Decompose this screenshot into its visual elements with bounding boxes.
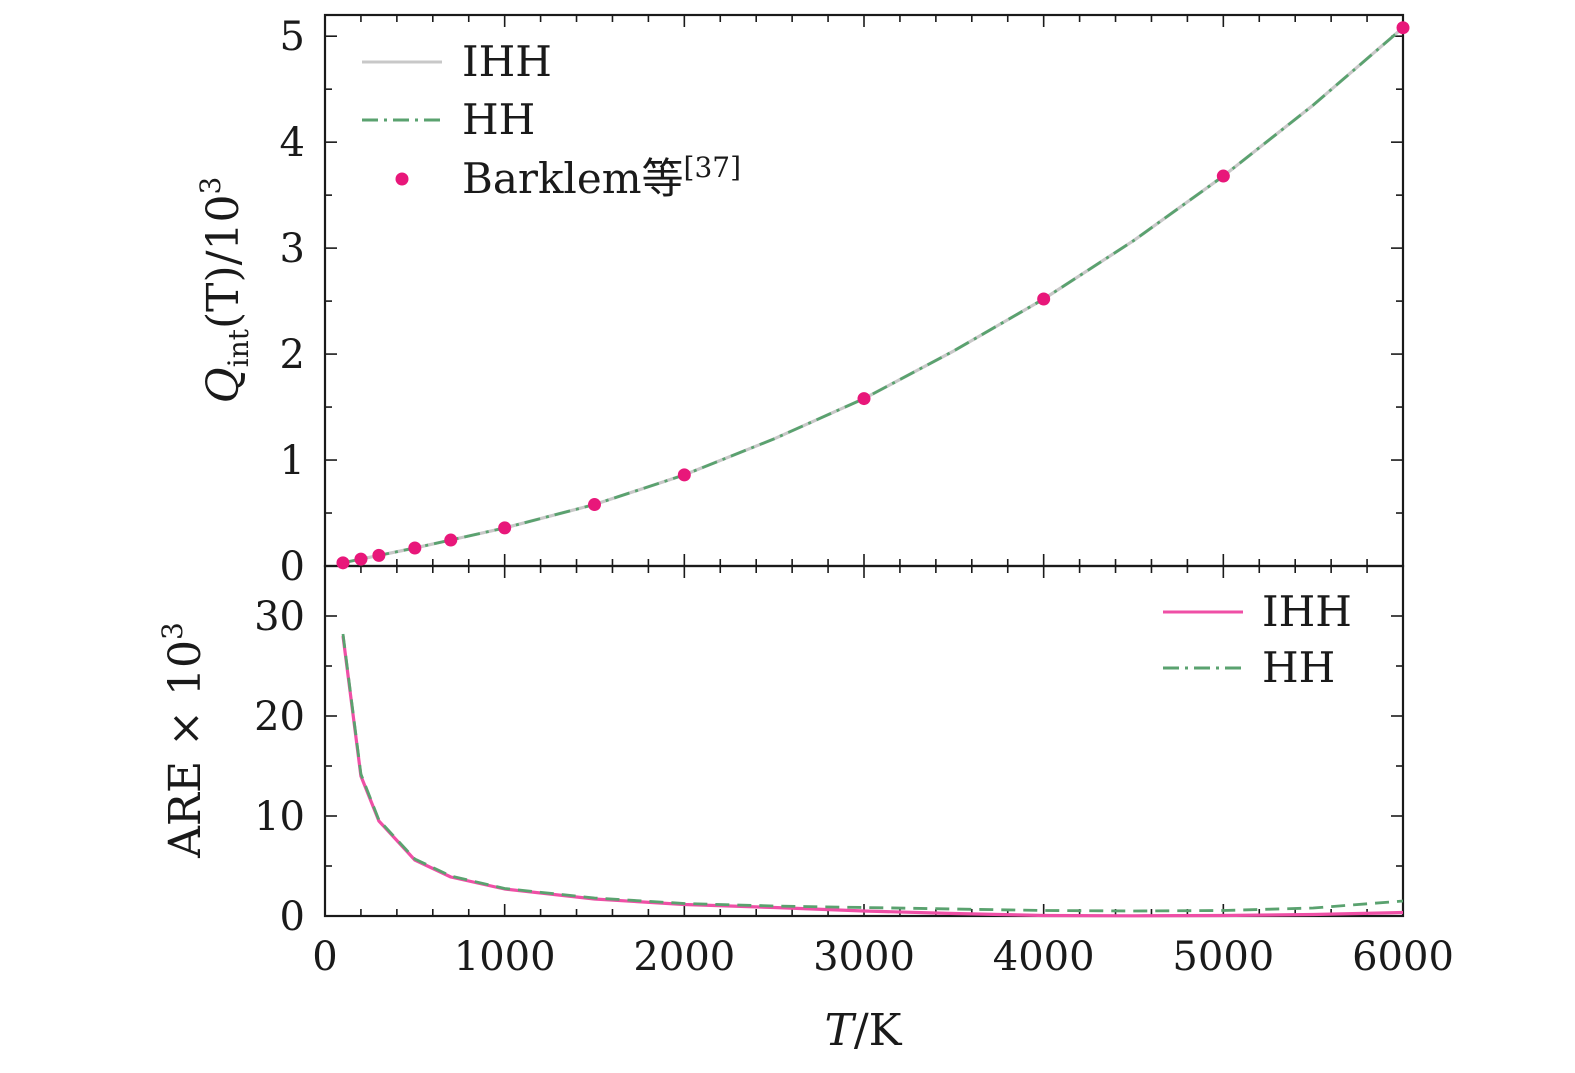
- xtick-label: 3000: [813, 934, 915, 980]
- xtick-label: 6000: [1352, 934, 1454, 980]
- panel-0-ytick-label: 3: [280, 226, 305, 272]
- top-legend: IHH HH Barklem等[37]: [362, 37, 741, 203]
- legend-hh-label: HH: [462, 95, 535, 144]
- legend-ihh-label: IHH: [462, 37, 552, 86]
- xtick-label: 4000: [993, 934, 1095, 980]
- top-ylabel-sub: int: [222, 328, 255, 367]
- panel-1-series-hh-line: [341, 633, 1404, 913]
- bottom-ylabel: ARE × 103: [156, 622, 211, 859]
- xtick-label: 1000: [454, 934, 556, 980]
- legend-barklem-name: Barklem等: [462, 154, 684, 203]
- legend-barklem-label: Barklem等[37]: [462, 151, 741, 203]
- xlabel: T/K: [824, 1005, 902, 1056]
- xtick-label: 2000: [633, 934, 735, 980]
- panel-1-ytick-label: 20: [254, 694, 305, 740]
- panel-0-ytick-label: 0: [280, 544, 305, 590]
- data-series: [336, 21, 1410, 918]
- top-ylabel-sup: 3: [194, 177, 227, 195]
- panel-1-ytick-label: 10: [254, 794, 305, 840]
- xlabel-rest: /K: [854, 1005, 903, 1056]
- top-ylabel: Qint(T)/103: [194, 177, 255, 404]
- bottom-legend: IHH HH: [1163, 587, 1352, 692]
- bottom-ylabel-sup: 3: [156, 622, 189, 640]
- xtick-label: 5000: [1172, 934, 1274, 980]
- panel-1-ytick-label: 30: [254, 594, 305, 640]
- top-ylabel-mid: (T)/10: [198, 195, 249, 330]
- barklem-point: [677, 468, 691, 482]
- barklem-point: [444, 533, 458, 547]
- panel-1-series-ihh-line: [341, 635, 1404, 918]
- legend-bottom-hh-label: HH: [1262, 643, 1335, 692]
- barklem-point: [408, 541, 422, 555]
- panel-1-ytick-label: 0: [280, 894, 305, 940]
- xtick-label: 0: [312, 934, 337, 980]
- barklem-point: [1216, 169, 1230, 183]
- barklem-point: [336, 556, 350, 570]
- legend-barklem-marker: [395, 172, 409, 186]
- barklem-point: [1037, 292, 1051, 306]
- barklem-point: [372, 548, 386, 562]
- barklem-point: [1396, 21, 1410, 35]
- barklem-point: [354, 552, 368, 566]
- axes-frames: [323, 13, 1405, 918]
- axis-ticks: [324, 15, 1404, 917]
- panel-0-ytick-label: 2: [280, 332, 305, 378]
- legend-bottom-ihh-label: IHH: [1262, 587, 1352, 636]
- legend-barklem-sup: [37]: [684, 151, 741, 184]
- panel-1-frame: [323, 564, 1405, 918]
- bottom-ylabel-main: ARE × 10: [160, 640, 211, 859]
- xlabel-t: T: [824, 1005, 857, 1056]
- panel-0-ytick-label: 4: [280, 120, 305, 166]
- barklem-point: [857, 392, 871, 406]
- top-ylabel-q: Q: [198, 367, 249, 403]
- barklem-point: [498, 521, 512, 535]
- panel-0-series-hh-line: [342, 26, 1404, 565]
- panel-0-ytick-label: 1: [280, 438, 305, 484]
- panel-0-ytick-label: 5: [280, 14, 305, 60]
- barklem-point: [588, 498, 601, 512]
